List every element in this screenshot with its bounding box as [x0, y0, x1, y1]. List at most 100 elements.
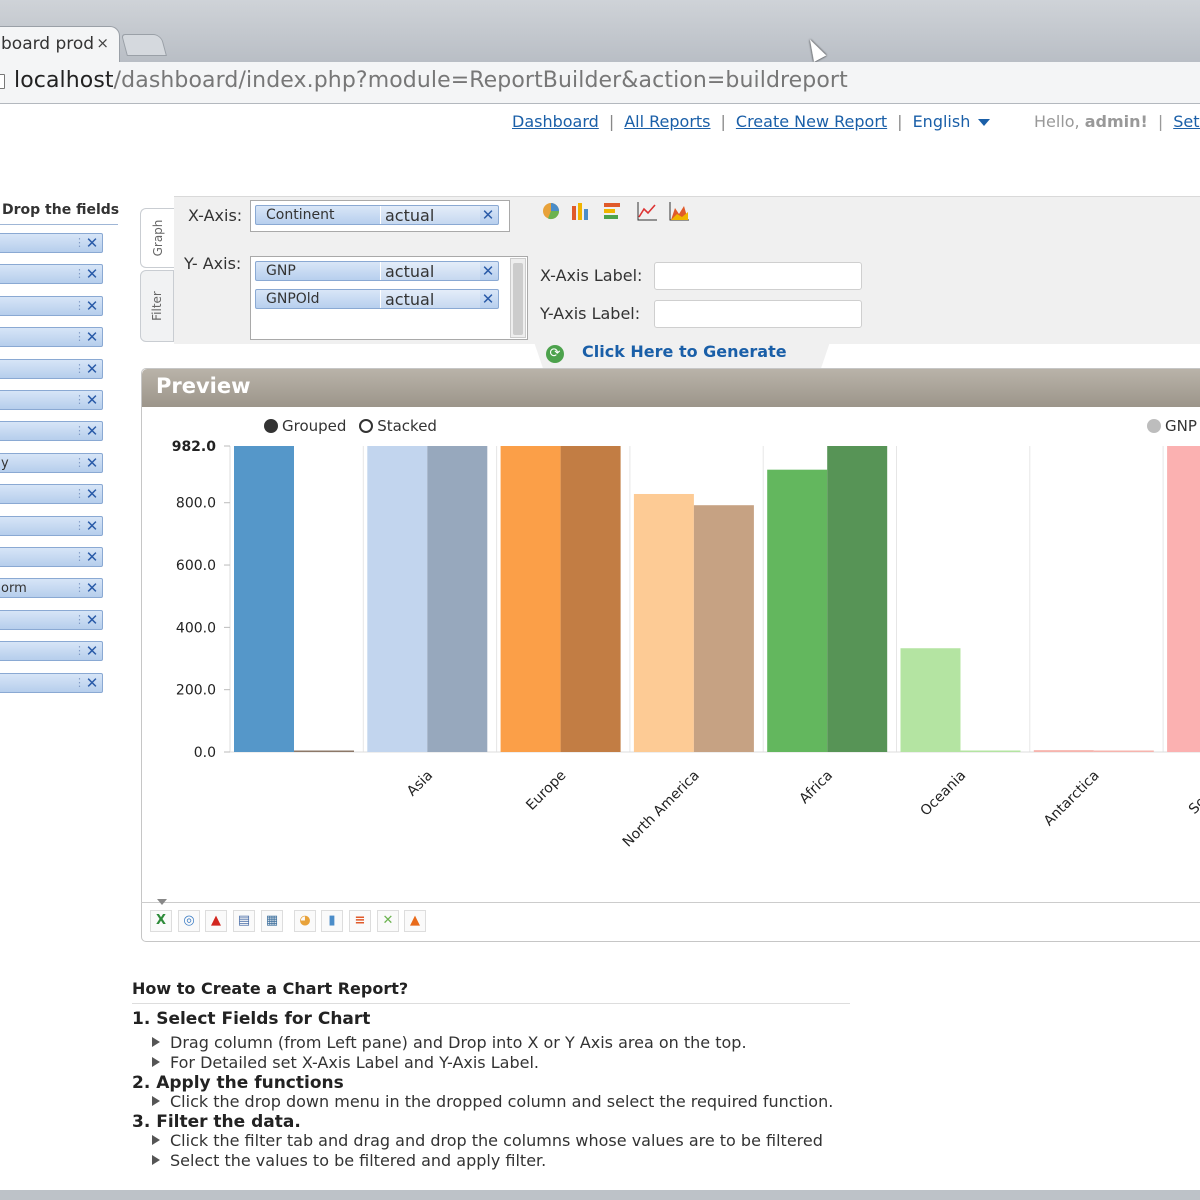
nav-settings[interactable]: Sett: [1173, 112, 1200, 131]
remove-icon[interactable]: ✕: [85, 265, 99, 284]
radio-grouped[interactable]: [264, 419, 278, 433]
bar-7-0[interactable]: [1167, 446, 1200, 752]
field-item[interactable]: ⋮ ✕: [0, 421, 103, 442]
chart-legend[interactable]: GNP: [1147, 417, 1197, 435]
drag-handle-icon[interactable]: ⋮: [74, 393, 85, 406]
bar-1-1[interactable]: [427, 446, 488, 752]
bar-2-1[interactable]: [560, 446, 621, 752]
remove-icon[interactable]: ✕: [85, 673, 99, 692]
browser-tab[interactable]: board prod ×: [0, 26, 120, 62]
y-axis-field-chip[interactable]: GNPOld actual ✕: [255, 289, 499, 309]
area-chart-icon[interactable]: [668, 200, 690, 222]
remove-icon[interactable]: ✕: [85, 422, 99, 441]
remove-icon[interactable]: ✕: [481, 206, 495, 224]
y-axis-field-chip[interactable]: GNP actual ✕: [255, 261, 499, 281]
pdf-icon[interactable]: ▲: [205, 910, 227, 932]
remove-icon[interactable]: ✕: [85, 296, 99, 315]
drag-handle-icon[interactable]: ⋮: [74, 612, 85, 626]
url-text[interactable]: localhost/dashboard/index.php?module=Rep…: [14, 68, 848, 93]
scrollbar-thumb[interactable]: [513, 263, 523, 335]
field-item[interactable]: ⋮ ✕: [0, 295, 103, 316]
nav-dashboard[interactable]: Dashboard: [512, 112, 599, 131]
field-item[interactable]: ⋮ ✕: [0, 264, 103, 285]
generate-button[interactable]: Click Here to Generate: [582, 342, 787, 361]
line-chart-icon[interactable]: ✕: [377, 910, 399, 932]
field-item[interactable]: ⋮ ✕: [0, 233, 103, 253]
line-chart-icon[interactable]: [636, 200, 658, 222]
drag-handle-icon[interactable]: ⋮: [74, 424, 85, 438]
remove-icon[interactable]: ✕: [85, 579, 99, 598]
drag-handle-icon[interactable]: ⋮: [74, 455, 85, 469]
web-icon[interactable]: ◎: [178, 910, 200, 932]
remove-icon[interactable]: ✕: [85, 359, 99, 378]
drag-handle-icon[interactable]: ⋮: [74, 267, 85, 281]
remove-icon[interactable]: ✕: [481, 262, 495, 280]
drag-handle-icon[interactable]: ⋮: [74, 361, 85, 375]
drag-handle-icon[interactable]: ⋮: [74, 487, 85, 501]
field-item[interactable]: ⋮ ✕: [0, 327, 103, 348]
column-chart-icon[interactable]: ▮: [321, 910, 343, 932]
remove-icon[interactable]: ✕: [85, 328, 99, 347]
tab-filter[interactable]: Filter: [140, 270, 174, 342]
drag-handle-icon[interactable]: ⋮: [74, 236, 85, 249]
remove-icon[interactable]: ✕: [85, 642, 99, 661]
nav-create-new-report[interactable]: Create New Report: [735, 112, 888, 131]
x-axis-label-input[interactable]: [654, 262, 862, 290]
remove-icon[interactable]: ✕: [85, 610, 99, 629]
remove-icon[interactable]: ✕: [85, 391, 99, 409]
function-select[interactable]: actual: [380, 262, 480, 281]
bar-3-0[interactable]: [633, 493, 694, 752]
function-select[interactable]: actual: [380, 206, 480, 225]
toolbar-toggle-icon[interactable]: [157, 899, 167, 905]
mode-grouped[interactable]: Grouped: [264, 417, 346, 435]
bar-chart-icon[interactable]: ≡: [349, 910, 371, 932]
drag-handle-icon[interactable]: ⋮: [74, 675, 85, 689]
new-tab-button[interactable]: [121, 34, 167, 56]
nav-all-reports[interactable]: All Reports: [624, 112, 711, 131]
drag-handle-icon[interactable]: ⋮: [74, 581, 85, 595]
remove-icon[interactable]: ✕: [481, 290, 495, 308]
y-axis-scrollbar[interactable]: [510, 258, 526, 338]
address-bar[interactable]: localhost/dashboard/index.php?module=Rep…: [0, 62, 1200, 104]
print-icon[interactable]: ▤: [233, 910, 255, 932]
field-item[interactable]: ⋮ ✕: [0, 358, 103, 379]
field-item[interactable]: ⋮ ✕: [0, 609, 103, 630]
field-item[interactable]: ⋮ ✕: [0, 390, 103, 410]
field-item[interactable]: ⋮ ✕: [0, 672, 103, 693]
bar-6-0[interactable]: [1033, 750, 1094, 752]
radio-stacked[interactable]: [359, 419, 374, 433]
field-item[interactable]: y ⋮ ✕: [0, 452, 103, 473]
remove-icon[interactable]: ✕: [85, 453, 99, 472]
function-select[interactable]: actual: [380, 290, 480, 309]
field-item[interactable]: ⋮ ✕: [0, 484, 103, 505]
bar-0-0[interactable]: [234, 446, 294, 752]
remove-icon[interactable]: ✕: [85, 516, 99, 535]
area-chart-icon[interactable]: ▲: [404, 910, 426, 932]
drag-handle-icon[interactable]: ⋮: [74, 550, 85, 563]
bar-5-0[interactable]: [900, 648, 961, 752]
field-item[interactable]: orm ⋮ ✕: [0, 578, 103, 599]
bar-1-0[interactable]: [367, 446, 428, 752]
field-item[interactable]: ⋮ ✕: [0, 515, 103, 536]
column-chart-icon[interactable]: [570, 200, 592, 222]
x-axis-dropzone[interactable]: Continent actual ✕: [250, 200, 510, 232]
drag-handle-icon[interactable]: ⋮: [74, 330, 85, 344]
tab-close-icon[interactable]: ×: [96, 34, 109, 52]
bar-4-0[interactable]: [767, 469, 828, 752]
y-axis-label-input[interactable]: [654, 300, 862, 328]
drag-handle-icon[interactable]: ⋮: [74, 644, 85, 658]
drag-handle-icon[interactable]: ⋮: [74, 298, 85, 312]
remove-icon[interactable]: ✕: [85, 234, 99, 252]
bar-2-0[interactable]: [500, 446, 561, 752]
refresh-icon[interactable]: ⟳: [546, 345, 564, 363]
field-item[interactable]: ⋮ ✕: [0, 547, 103, 567]
pie-chart-icon[interactable]: ◕: [294, 910, 316, 932]
bar-6-1[interactable]: [1093, 750, 1154, 753]
bar-4-1[interactable]: [827, 446, 888, 752]
remove-icon[interactable]: ✕: [85, 548, 99, 566]
mode-stacked[interactable]: Stacked: [359, 417, 437, 435]
remove-icon[interactable]: ✕: [85, 485, 99, 504]
excel-icon[interactable]: X: [150, 910, 172, 932]
language-select[interactable]: English: [913, 112, 991, 131]
y-axis-dropzone[interactable]: GNP actual ✕ GNPOld actual ✕: [250, 256, 528, 340]
